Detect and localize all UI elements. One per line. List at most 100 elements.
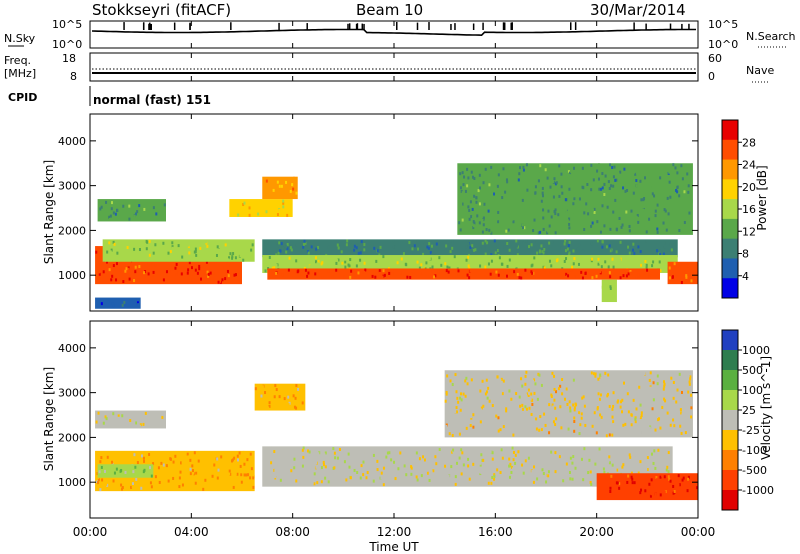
data-speck (652, 465, 655, 469)
data-speck (397, 467, 400, 471)
data-speck (336, 456, 339, 460)
data-speck (443, 480, 446, 484)
data-speck (371, 462, 374, 466)
data-speck (393, 460, 396, 464)
data-speck (374, 275, 377, 279)
data-speck (452, 458, 455, 462)
data-speck (489, 272, 492, 276)
data-speck (105, 482, 108, 486)
data-speck (663, 490, 666, 494)
data-speck (110, 248, 113, 252)
data-speck (484, 392, 487, 396)
data-speck (327, 269, 330, 273)
data-speck (184, 244, 187, 248)
data-speck (365, 476, 368, 480)
velocity-heatmap (95, 370, 698, 501)
data-speck (563, 242, 566, 246)
data-speck (431, 253, 434, 257)
data-speck (590, 482, 593, 486)
data-speck (323, 453, 326, 457)
data-speck (603, 224, 606, 228)
data-speck (141, 415, 144, 419)
data-speck (98, 470, 101, 474)
data-speck (237, 280, 240, 284)
data-speck (167, 485, 170, 489)
data-speck (635, 216, 638, 220)
data-speck (275, 480, 278, 484)
data-speck (391, 272, 394, 276)
data-speck (582, 478, 585, 482)
data-speck (534, 191, 537, 195)
data-speck (645, 467, 648, 471)
data-speck (590, 409, 593, 413)
data-speck (470, 215, 473, 219)
data-speck (156, 204, 159, 208)
data-speck (438, 448, 441, 452)
data-speck (217, 280, 220, 284)
data-speck (643, 372, 646, 376)
data-speck (490, 481, 493, 485)
data-speck (624, 405, 627, 409)
data-speck (290, 469, 293, 473)
data-speck (639, 460, 642, 464)
cpid-value: normal (fast) 151 (93, 93, 211, 107)
data-speck (275, 388, 278, 392)
data-speck (537, 219, 540, 223)
power-colorbar-label: Power [dB] (755, 165, 769, 230)
data-speck (178, 485, 181, 489)
data-speck (418, 266, 421, 270)
data-speck (431, 269, 434, 273)
data-speck (639, 179, 642, 183)
data-speck (354, 456, 357, 460)
data-speck (638, 414, 641, 418)
data-speck (678, 483, 681, 487)
velocity-colorbar-label: Velocity [m s^-1] (759, 356, 773, 460)
data-speck (627, 272, 630, 276)
colorbar-tick-label: 16 (742, 203, 756, 216)
data-speck (594, 372, 597, 376)
data-speck (359, 251, 362, 255)
data-speck (462, 166, 465, 170)
data-speck (213, 256, 216, 260)
data-speck (313, 482, 316, 486)
data-speck (460, 398, 463, 402)
data-speck (503, 245, 506, 249)
data-speck (489, 410, 492, 414)
data-speck (367, 263, 370, 267)
data-speck (687, 390, 690, 394)
data-speck (335, 261, 338, 265)
data-speck (553, 374, 556, 378)
velocity-ylabel: Slant Range [km] (42, 367, 56, 471)
data-speck (555, 390, 558, 394)
data-speck (349, 275, 352, 279)
data-speck (171, 246, 174, 250)
colorbar-frame (721, 329, 739, 511)
data-speck (519, 404, 522, 408)
data-speck (410, 472, 413, 476)
data-speck (449, 396, 452, 400)
data-speck (335, 264, 338, 268)
x-tick-label: 00:00 (681, 525, 716, 539)
data-speck (315, 461, 318, 465)
data-speck (290, 188, 293, 192)
data-speck (95, 413, 98, 417)
data-speck (344, 257, 347, 261)
data-speck (221, 239, 224, 243)
data-speck (588, 458, 591, 462)
data-speck (324, 476, 327, 480)
data-speck (687, 190, 690, 194)
data-speck (521, 384, 524, 388)
data-speck (382, 483, 385, 487)
data-speck (527, 246, 530, 250)
data-speck (266, 466, 269, 470)
data-speck (488, 448, 491, 452)
data-speck (524, 382, 527, 386)
data-speck (570, 184, 573, 188)
data-speck (424, 258, 427, 262)
data-speck (410, 272, 413, 276)
data-speck (472, 226, 475, 230)
data-speck (162, 278, 165, 282)
data-speck (293, 264, 296, 268)
data-speck (208, 474, 211, 478)
data-speck (608, 186, 611, 190)
